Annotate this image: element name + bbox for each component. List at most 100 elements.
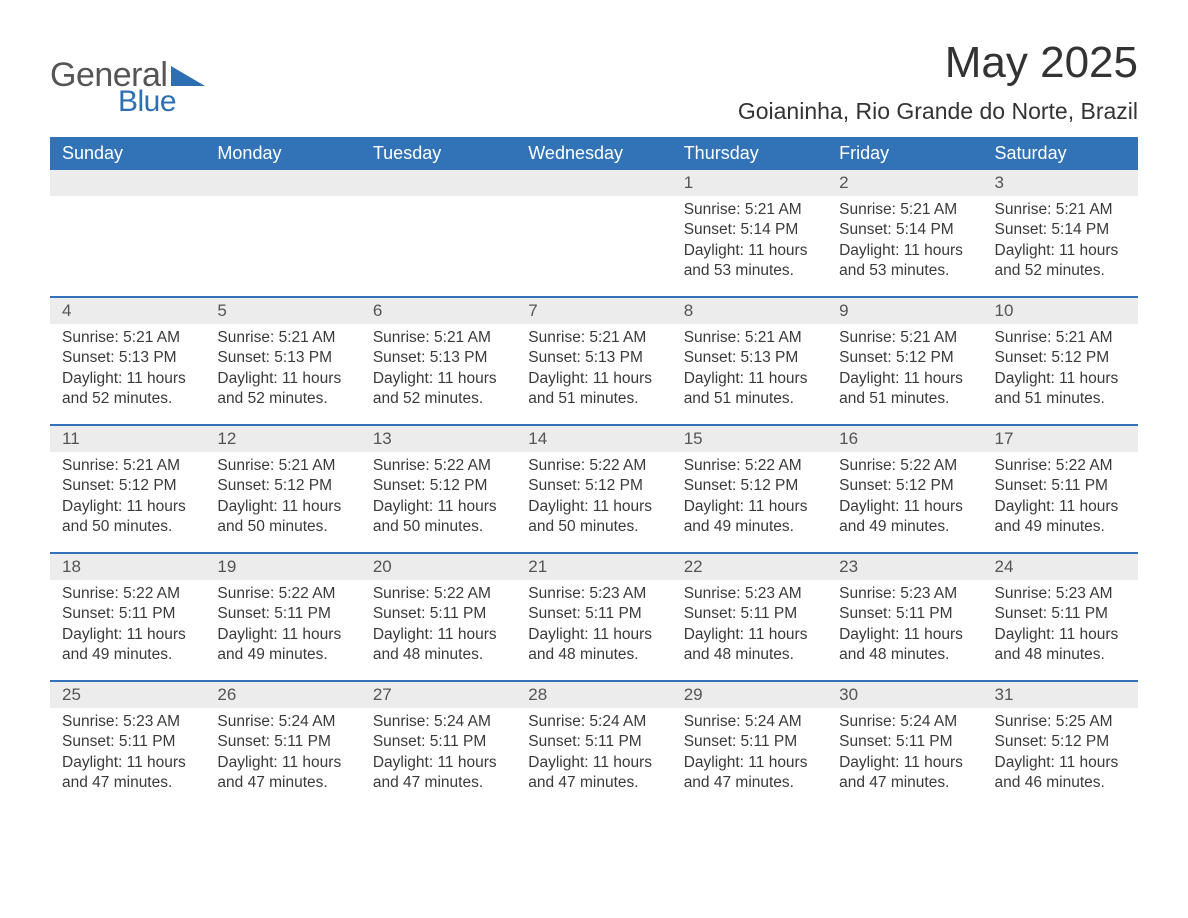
day-cell: 21Sunrise: 5:23 AMSunset: 5:11 PMDayligh… — [516, 554, 671, 680]
day-number: 19 — [205, 554, 360, 580]
daylight-text: Daylight: 11 hours and 51 minutes. — [839, 369, 974, 410]
sunrise-text: Sunrise: 5:22 AM — [839, 456, 974, 476]
sunrise-text: Sunrise: 5:21 AM — [528, 328, 663, 348]
sunrise-text: Sunrise: 5:21 AM — [995, 328, 1130, 348]
day-content — [205, 196, 360, 204]
week-row: 18Sunrise: 5:22 AMSunset: 5:11 PMDayligh… — [50, 552, 1138, 680]
sunset-text: Sunset: 5:13 PM — [217, 348, 352, 368]
sunset-text: Sunset: 5:11 PM — [684, 732, 819, 752]
daylight-text: Daylight: 11 hours and 51 minutes. — [995, 369, 1130, 410]
day-cell: 2Sunrise: 5:21 AMSunset: 5:14 PMDaylight… — [827, 170, 982, 296]
day-cell: 30Sunrise: 5:24 AMSunset: 5:11 PMDayligh… — [827, 682, 982, 808]
day-cell: 5Sunrise: 5:21 AMSunset: 5:13 PMDaylight… — [205, 298, 360, 424]
daylight-text: Daylight: 11 hours and 47 minutes. — [62, 753, 197, 794]
day-cell: 28Sunrise: 5:24 AMSunset: 5:11 PMDayligh… — [516, 682, 671, 808]
day-cell: 4Sunrise: 5:21 AMSunset: 5:13 PMDaylight… — [50, 298, 205, 424]
day-number: 28 — [516, 682, 671, 708]
sunset-text: Sunset: 5:14 PM — [684, 220, 819, 240]
day-number: 4 — [50, 298, 205, 324]
week-row: 4Sunrise: 5:21 AMSunset: 5:13 PMDaylight… — [50, 296, 1138, 424]
sunrise-text: Sunrise: 5:23 AM — [995, 584, 1130, 604]
day-content — [50, 196, 205, 204]
daylight-text: Daylight: 11 hours and 49 minutes. — [839, 497, 974, 538]
day-content: Sunrise: 5:22 AMSunset: 5:12 PMDaylight:… — [516, 452, 671, 542]
sunset-text: Sunset: 5:11 PM — [217, 604, 352, 624]
day-number — [50, 170, 205, 196]
day-content: Sunrise: 5:21 AMSunset: 5:14 PMDaylight:… — [827, 196, 982, 286]
day-cell: 22Sunrise: 5:23 AMSunset: 5:11 PMDayligh… — [672, 554, 827, 680]
day-content: Sunrise: 5:23 AMSunset: 5:11 PMDaylight:… — [516, 580, 671, 670]
sunset-text: Sunset: 5:12 PM — [684, 476, 819, 496]
day-number: 24 — [983, 554, 1138, 580]
week-row: 11Sunrise: 5:21 AMSunset: 5:12 PMDayligh… — [50, 424, 1138, 552]
day-cell — [361, 170, 516, 296]
day-number: 3 — [983, 170, 1138, 196]
sunrise-text: Sunrise: 5:23 AM — [684, 584, 819, 604]
daylight-text: Daylight: 11 hours and 46 minutes. — [995, 753, 1130, 794]
sunrise-text: Sunrise: 5:22 AM — [373, 584, 508, 604]
daylight-text: Daylight: 11 hours and 53 minutes. — [839, 241, 974, 282]
sunset-text: Sunset: 5:13 PM — [62, 348, 197, 368]
sunset-text: Sunset: 5:14 PM — [839, 220, 974, 240]
sunset-text: Sunset: 5:12 PM — [839, 348, 974, 368]
day-cell: 7Sunrise: 5:21 AMSunset: 5:13 PMDaylight… — [516, 298, 671, 424]
sunrise-text: Sunrise: 5:24 AM — [839, 712, 974, 732]
daylight-text: Daylight: 11 hours and 52 minutes. — [217, 369, 352, 410]
day-cell: 9Sunrise: 5:21 AMSunset: 5:12 PMDaylight… — [827, 298, 982, 424]
daylight-text: Daylight: 11 hours and 48 minutes. — [839, 625, 974, 666]
day-content: Sunrise: 5:23 AMSunset: 5:11 PMDaylight:… — [827, 580, 982, 670]
sunrise-text: Sunrise: 5:21 AM — [839, 328, 974, 348]
day-cell — [516, 170, 671, 296]
daylight-text: Daylight: 11 hours and 49 minutes. — [684, 497, 819, 538]
day-cell: 17Sunrise: 5:22 AMSunset: 5:11 PMDayligh… — [983, 426, 1138, 552]
daylight-text: Daylight: 11 hours and 49 minutes. — [62, 625, 197, 666]
day-cell — [205, 170, 360, 296]
sunset-text: Sunset: 5:11 PM — [62, 732, 197, 752]
daylight-text: Daylight: 11 hours and 51 minutes. — [684, 369, 819, 410]
sunset-text: Sunset: 5:11 PM — [528, 604, 663, 624]
sunrise-text: Sunrise: 5:21 AM — [684, 200, 819, 220]
sunrise-text: Sunrise: 5:22 AM — [217, 584, 352, 604]
day-cell: 31Sunrise: 5:25 AMSunset: 5:12 PMDayligh… — [983, 682, 1138, 808]
sunset-text: Sunset: 5:12 PM — [217, 476, 352, 496]
day-content: Sunrise: 5:22 AMSunset: 5:12 PMDaylight:… — [672, 452, 827, 542]
day-number: 8 — [672, 298, 827, 324]
day-cell: 14Sunrise: 5:22 AMSunset: 5:12 PMDayligh… — [516, 426, 671, 552]
day-cell: 25Sunrise: 5:23 AMSunset: 5:11 PMDayligh… — [50, 682, 205, 808]
day-content: Sunrise: 5:21 AMSunset: 5:13 PMDaylight:… — [50, 324, 205, 414]
day-number: 11 — [50, 426, 205, 452]
sunrise-text: Sunrise: 5:24 AM — [373, 712, 508, 732]
title-block: May 2025 Goianinha, Rio Grande do Norte,… — [738, 38, 1138, 125]
sunrise-text: Sunrise: 5:22 AM — [373, 456, 508, 476]
daylight-text: Daylight: 11 hours and 47 minutes. — [684, 753, 819, 794]
sunset-text: Sunset: 5:12 PM — [62, 476, 197, 496]
calendar-body: 1Sunrise: 5:21 AMSunset: 5:14 PMDaylight… — [50, 170, 1138, 808]
daylight-text: Daylight: 11 hours and 52 minutes. — [373, 369, 508, 410]
sunrise-text: Sunrise: 5:21 AM — [62, 456, 197, 476]
sunset-text: Sunset: 5:13 PM — [528, 348, 663, 368]
logo-triangle-icon — [171, 64, 205, 91]
day-number: 18 — [50, 554, 205, 580]
day-cell: 16Sunrise: 5:22 AMSunset: 5:12 PMDayligh… — [827, 426, 982, 552]
sunrise-text: Sunrise: 5:21 AM — [217, 456, 352, 476]
sunrise-text: Sunrise: 5:21 AM — [995, 200, 1130, 220]
sunrise-text: Sunrise: 5:23 AM — [528, 584, 663, 604]
day-number: 17 — [983, 426, 1138, 452]
day-cell: 10Sunrise: 5:21 AMSunset: 5:12 PMDayligh… — [983, 298, 1138, 424]
daylight-text: Daylight: 11 hours and 47 minutes. — [528, 753, 663, 794]
day-number: 30 — [827, 682, 982, 708]
sunset-text: Sunset: 5:11 PM — [217, 732, 352, 752]
day-content: Sunrise: 5:21 AMSunset: 5:14 PMDaylight:… — [983, 196, 1138, 286]
day-content: Sunrise: 5:23 AMSunset: 5:11 PMDaylight:… — [50, 708, 205, 798]
daylight-text: Daylight: 11 hours and 50 minutes. — [373, 497, 508, 538]
day-cell: 27Sunrise: 5:24 AMSunset: 5:11 PMDayligh… — [361, 682, 516, 808]
day-number — [361, 170, 516, 196]
sunrise-text: Sunrise: 5:23 AM — [839, 584, 974, 604]
logo: General Blue — [50, 38, 205, 119]
day-content — [516, 196, 671, 204]
day-number: 10 — [983, 298, 1138, 324]
sunrise-text: Sunrise: 5:22 AM — [684, 456, 819, 476]
day-content: Sunrise: 5:21 AMSunset: 5:13 PMDaylight:… — [361, 324, 516, 414]
day-content: Sunrise: 5:22 AMSunset: 5:12 PMDaylight:… — [361, 452, 516, 542]
day-cell: 1Sunrise: 5:21 AMSunset: 5:14 PMDaylight… — [672, 170, 827, 296]
